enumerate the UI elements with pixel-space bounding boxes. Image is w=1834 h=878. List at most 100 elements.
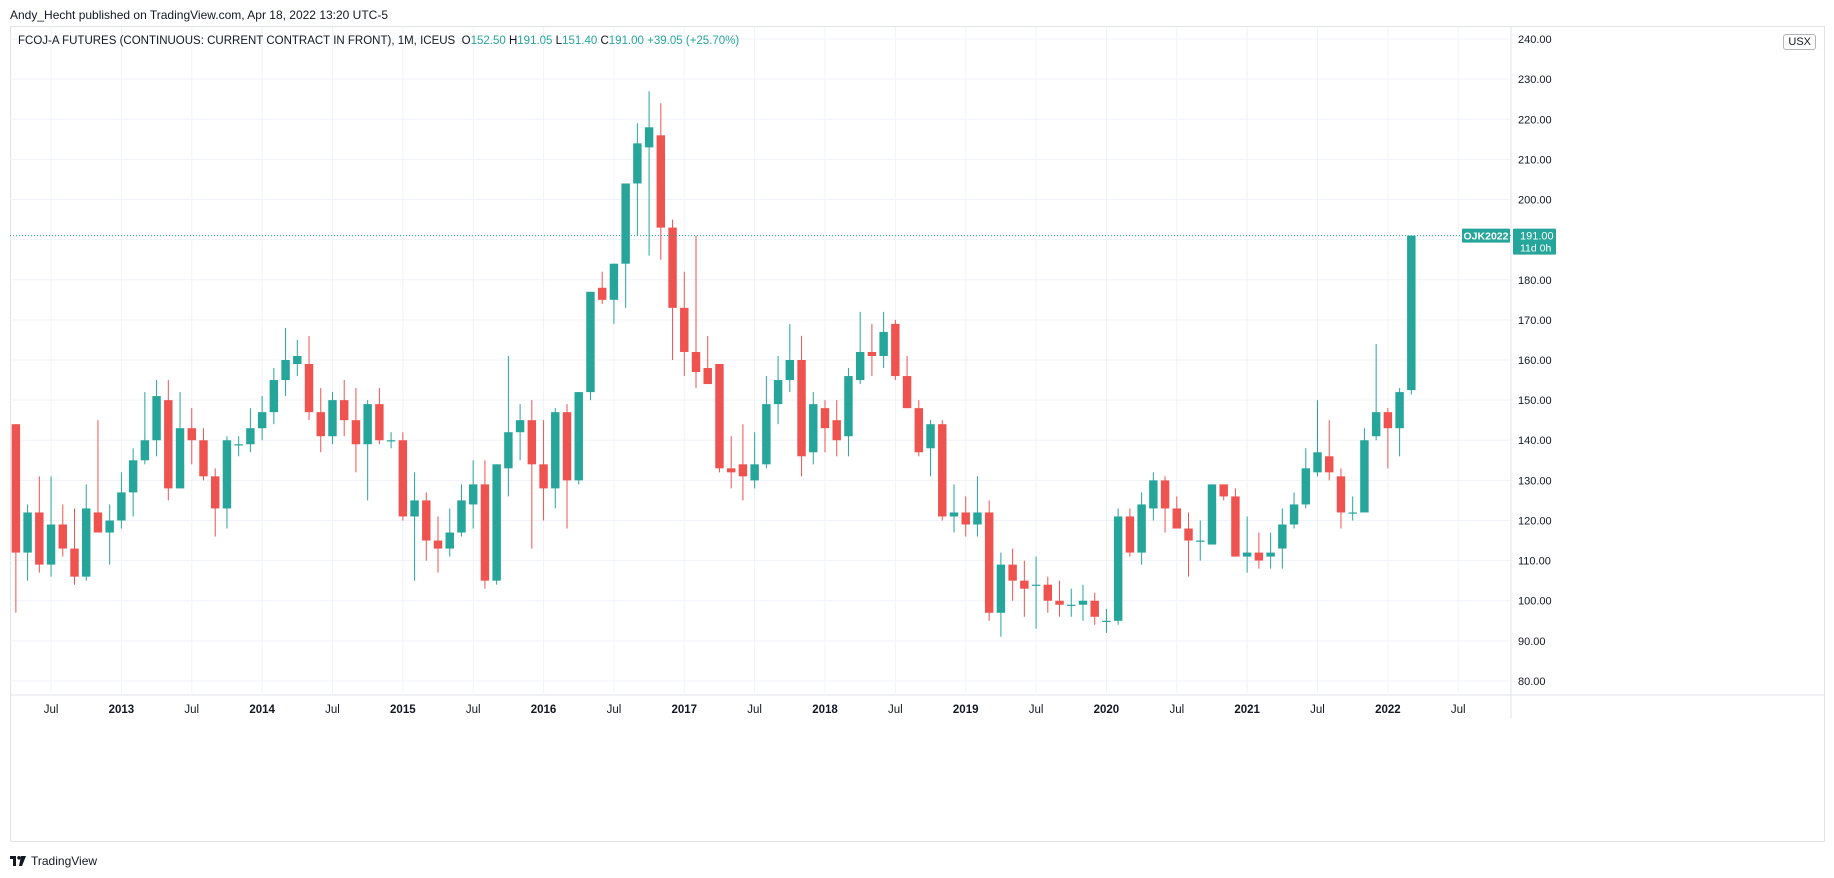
x-tick-label: 2018 — [812, 704, 838, 716]
candle-body — [691, 351, 701, 373]
candle — [961, 496, 970, 537]
candle-body — [644, 127, 654, 148]
x-tick-label: Jul — [184, 704, 199, 716]
candle — [504, 355, 513, 497]
candle-body — [867, 351, 877, 356]
candle-body — [93, 512, 103, 533]
candle-body — [23, 512, 32, 553]
candle-body — [586, 291, 595, 393]
candle — [680, 271, 689, 377]
candle-body — [750, 464, 759, 481]
candle-body — [762, 404, 771, 465]
candle — [1242, 516, 1252, 573]
candle — [11, 424, 21, 613]
candle — [996, 552, 1006, 637]
candle — [539, 420, 548, 521]
candle-body — [82, 508, 91, 577]
candle — [785, 323, 795, 393]
candle-body — [316, 412, 325, 437]
candle-body — [246, 428, 255, 445]
candle-body — [1266, 552, 1275, 557]
candle — [199, 428, 208, 481]
candle — [281, 327, 290, 397]
candle — [234, 436, 243, 457]
x-tick-label: Jul — [325, 704, 340, 716]
candle-body — [844, 376, 853, 437]
x-tick-label: 2016 — [531, 704, 557, 716]
candle-body — [199, 440, 208, 477]
candle-body — [1102, 620, 1111, 622]
candle-body — [293, 355, 302, 365]
chart-frame — [10, 26, 1825, 842]
ohlc-low: 151.40 — [562, 35, 598, 47]
candle-body — [855, 351, 865, 381]
ohlc-change: +39.05 (+25.70%) — [647, 35, 740, 47]
candle — [1219, 484, 1228, 501]
candle — [797, 335, 806, 477]
x-tick-label: 2020 — [1094, 704, 1120, 716]
tradingview-logo-icon — [10, 856, 26, 866]
candle — [1325, 420, 1334, 481]
candle — [703, 335, 712, 385]
candle-body — [351, 420, 361, 445]
candle — [715, 364, 724, 473]
candle — [574, 392, 583, 485]
candle-body — [492, 464, 501, 581]
y-tick-label: 90.00 — [1518, 636, 1546, 648]
publisher-line: Andy_Hecht published on TradingView.com,… — [10, 8, 389, 22]
candle — [1383, 408, 1393, 469]
candle-body — [46, 524, 56, 565]
candle — [492, 464, 501, 585]
y-tick-label: 220.00 — [1518, 114, 1552, 126]
countdown-tag: 11d 0h — [1520, 243, 1551, 255]
candle-body — [1231, 496, 1240, 557]
x-tick-label: 2021 — [1234, 704, 1260, 716]
candle — [1149, 472, 1158, 521]
candle-body — [175, 428, 185, 489]
candle-body — [1055, 600, 1064, 605]
candle-body — [621, 183, 630, 264]
candle — [386, 432, 396, 449]
candle-body — [1360, 440, 1369, 513]
candle — [1313, 400, 1322, 477]
candle-body — [1301, 468, 1311, 505]
candle — [1207, 484, 1217, 545]
currency-button[interactable]: USX — [1783, 34, 1816, 50]
time-axis: Jul 2013 Jul 2014 Jul 2015 Jul 2016 Jul 2017 Jul 20… — [10, 694, 1824, 716]
candle — [1360, 428, 1369, 513]
candle-body — [422, 500, 431, 541]
candle — [750, 432, 759, 489]
candle-body — [680, 307, 689, 352]
candle-body — [562, 412, 572, 481]
candle-body — [1020, 580, 1029, 589]
candle — [1113, 508, 1123, 625]
candle — [445, 508, 454, 557]
candle — [1031, 556, 1041, 629]
symbol-legend: FCOJ-A FUTURES (CONTINUOUS: CURRENT CONT… — [18, 35, 739, 47]
candle — [1395, 388, 1404, 457]
candle-body — [1067, 604, 1076, 606]
candle — [515, 404, 525, 461]
candle-body — [1090, 600, 1099, 617]
candle-body — [1336, 476, 1346, 513]
candle — [480, 460, 490, 589]
candle — [527, 400, 537, 549]
candle-body — [222, 440, 232, 509]
candle — [1184, 512, 1193, 577]
candle — [1371, 343, 1381, 441]
candle-body — [891, 323, 900, 377]
candle-body — [1184, 528, 1193, 541]
tradingview-brand[interactable]: TradingView — [10, 854, 97, 868]
candle-body — [445, 532, 454, 549]
candle — [70, 508, 79, 585]
candle-body — [551, 412, 560, 489]
candle — [93, 420, 103, 533]
candle — [1043, 576, 1053, 613]
candle-body — [938, 424, 947, 517]
candle — [1348, 496, 1357, 521]
x-tick-label: 2013 — [109, 704, 135, 716]
candle-body — [1149, 480, 1158, 509]
candle — [867, 323, 877, 377]
